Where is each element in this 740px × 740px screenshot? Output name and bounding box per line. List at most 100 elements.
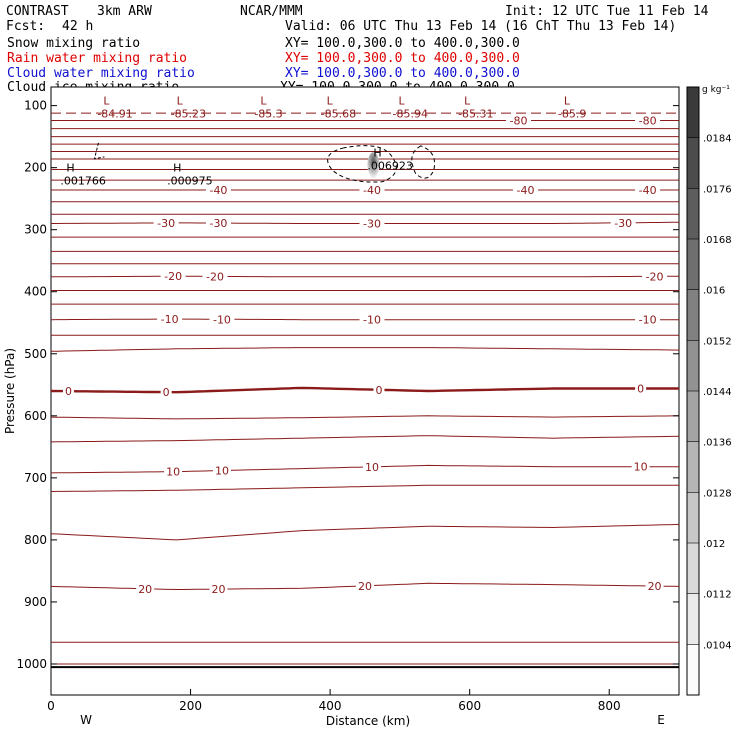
low-value: -85.9 [558,107,586,120]
colorbar-label: .0136 [703,438,732,449]
isotherm-label: 20 [648,580,662,593]
isotherm-label-bg [635,114,661,127]
y-tick-label: 900 [24,595,47,609]
low-value: -85.94 [392,107,427,120]
low-marker: L [564,94,571,107]
isotherm-label: -30 [157,217,175,230]
isotherm-label: 0 [65,385,72,398]
fcst-value: 42 h [62,19,94,34]
isotherm-label-bg [136,582,155,595]
isotherm-label: -40 [209,184,227,197]
isotherm-label: 10 [365,461,379,474]
isotherm-line [50,435,680,443]
high-value: .000975 [167,174,213,187]
colorbar-label: .0168 [703,235,732,246]
low-marker: L [327,94,334,107]
isotherm-label-bg [209,313,235,326]
colorbar-label: .0144 [703,387,732,398]
colorbar-segment [687,543,699,595]
colorbar-segment [687,340,699,392]
isotherm-label: -10 [161,313,179,326]
isotherm-label: -80 [639,115,657,128]
isotherm-line [50,415,680,420]
y-tick-label: 100 [24,99,47,113]
x-tick-label: 200 [179,699,202,713]
isotherm-label-bg [362,460,381,473]
isotherm-line [50,484,679,492]
field-name-cloud-water: Cloud water mixing ratio [7,66,195,81]
y-tick-label: 300 [24,223,47,237]
x-end-label-east: E [657,713,665,727]
colorbar-unit: g kg⁻¹ [702,85,730,95]
isotherm-label: -10 [213,313,231,326]
isotherm-label: -30 [209,217,227,230]
x-tick-label: 600 [458,699,481,713]
y-tick-label: 600 [24,409,47,423]
fcst-label: Fcst: [6,19,46,34]
y-axis-label: Pressure (hPa) [3,348,17,434]
cloud-ice-contour [327,145,397,183]
colorbar-segment [687,492,699,544]
isotherm-label-bg [635,382,647,395]
isotherm-label: 20 [211,583,225,596]
isotherm-label-bg [635,183,661,196]
isotherm-label-bg [209,583,228,596]
colorbar-label: .0176 [703,184,732,195]
isotherm-label: -40 [363,184,381,197]
colorbar-segment [687,137,699,189]
isotherm-label: 20 [358,580,372,593]
colorbar-label: .0152 [703,336,732,347]
colorbar-label: .0104 [703,640,732,651]
field-name-snow: Snow mixing ratio [7,36,141,51]
x-end-label-west: W [80,713,92,727]
colorbar-label: .0184 [703,134,732,145]
colorbar-label: .012 [703,539,725,550]
isotherm-label-bg [356,579,374,592]
y-tick-label: 400 [24,285,47,299]
cloud-ice-contour [93,142,105,160]
isotherm-label-bg [212,464,231,477]
isotherm-label: -10 [363,314,381,327]
isotherm-label-bg [205,183,231,196]
isotherm-label: -40 [517,184,535,197]
isotherm-label-bg [631,460,650,473]
isotherm-label: 10 [166,466,180,479]
isotherm-label: -80 [510,115,528,128]
low-value: -85.23 [171,107,206,120]
isotherm-label-bg [153,216,179,229]
isotherm-label: 0 [637,383,644,396]
isotherm-label-bg [635,313,661,326]
isotherm-label: 20 [138,583,152,596]
colorbar-segment [687,593,699,645]
field-xy-cloud-water: XY= 100.0,300.0 to 400.0,300.0 [285,66,520,81]
low-marker: L [398,94,405,107]
isotherm-label-bg [359,313,385,326]
isotherm-label: 10 [215,465,229,478]
colorbar-segment [687,188,699,240]
isotherm-label: -30 [363,217,381,230]
x-tick-label: 400 [319,699,342,713]
cloud-ice-contour [411,145,436,179]
colorbar-segment [687,391,699,443]
isotherm-label: -20 [164,270,182,283]
colorbar-segment [687,644,699,696]
y-tick-label: 500 [24,347,47,361]
low-marker: L [260,94,267,107]
high-marker: H [173,161,181,174]
colorbar-label: .016 [703,286,725,297]
colorbar-segment [687,239,699,291]
field-name-rain: Rain water mixing ratio [7,51,188,66]
isotherm-label-bg [62,385,74,398]
isotherm-label-bg [645,580,664,593]
field-xy-snow: XY= 100.0,300.0 to 400.0,300.0 [285,36,520,51]
colorbar-segment [687,289,699,341]
isotherm-label-bg [202,270,228,283]
isotherm-label-bg [506,114,532,127]
isotherm-label: -30 [614,217,632,230]
low-marker: L [464,94,471,107]
isotherm-label: 10 [634,461,648,474]
y-tick-label: 1000 [16,657,47,671]
isotherm-line [50,347,680,352]
low-value: -85.31 [458,107,493,120]
